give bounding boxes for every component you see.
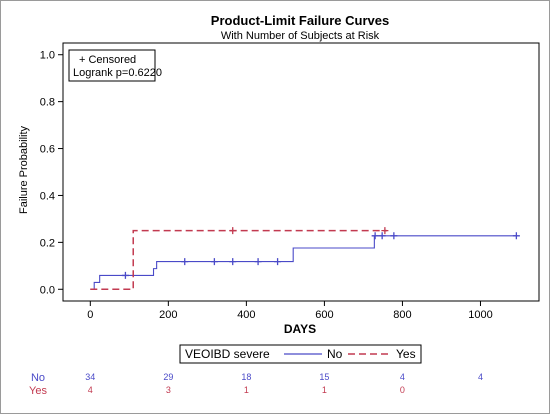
chart-subtitle: With Number of Subjects at Risk [221, 30, 380, 42]
at-risk-count: 4 [88, 385, 93, 395]
censor-mark-no [371, 232, 379, 240]
chart-title: Product-Limit Failure Curves [211, 13, 389, 28]
series-line-no [90, 235, 518, 290]
censor-mark-no [181, 258, 189, 266]
x-tick-label: 0 [87, 309, 93, 321]
x-tick-label: 200 [159, 309, 177, 321]
legend-label-no: No [327, 347, 343, 361]
censor-mark-no [274, 258, 282, 266]
y-axis-label: Failure Probability [18, 125, 30, 214]
at-risk-table: No 34 29 18 15 4 4 Yes 4 3 1 1 0 [29, 372, 483, 397]
at-risk-count: 1 [244, 385, 249, 395]
x-tick-label: 1000 [468, 309, 492, 321]
censor-mark-no [378, 232, 386, 240]
at-risk-count: 0 [400, 385, 405, 395]
censor-mark-no [390, 232, 398, 240]
x-tick-label: 600 [315, 309, 333, 321]
at-risk-count: 18 [241, 372, 251, 382]
censor-mark-yes [381, 227, 389, 235]
at-risk-row-label: No [31, 372, 45, 384]
censor-mark-no [229, 258, 237, 266]
y-tick-label: 0.8 [40, 97, 55, 109]
inset-box [68, 49, 156, 82]
x-tick-label: 400 [237, 309, 255, 321]
x-tick-label: 800 [393, 309, 411, 321]
at-risk-row-label: Yes [29, 385, 47, 397]
y-tick-label: 1.0 [40, 50, 55, 62]
y-tick-label: 0.2 [40, 237, 55, 249]
at-risk-count: 34 [85, 372, 95, 382]
censored-note: + Censored [79, 54, 136, 66]
at-risk-count: 29 [163, 372, 173, 382]
y-tick-label: 0.4 [40, 190, 55, 202]
logrank-pvalue: Logrank p=0.6220 [73, 67, 162, 79]
at-risk-count: 1 [322, 385, 327, 395]
censor-mark-no [210, 258, 218, 266]
legend-label-yes: Yes [396, 347, 416, 361]
y-tick-label: 0.0 [40, 284, 55, 296]
legend-title: VEOIBD severe [185, 347, 270, 361]
y-tick-label: 0.6 [40, 144, 55, 156]
at-risk-count: 3 [166, 385, 171, 395]
censor-mark-no [512, 232, 520, 240]
series-line-yes [90, 229, 387, 291]
censor-mark-yes [229, 227, 237, 235]
at-risk-count: 4 [400, 372, 405, 382]
at-risk-count: 15 [319, 372, 329, 382]
x-axis-label: DAYS [284, 322, 316, 336]
plot-frame [62, 42, 540, 302]
censor-mark-no [254, 258, 262, 266]
censor-mark-no [121, 271, 129, 279]
at-risk-count: 4 [478, 372, 483, 382]
